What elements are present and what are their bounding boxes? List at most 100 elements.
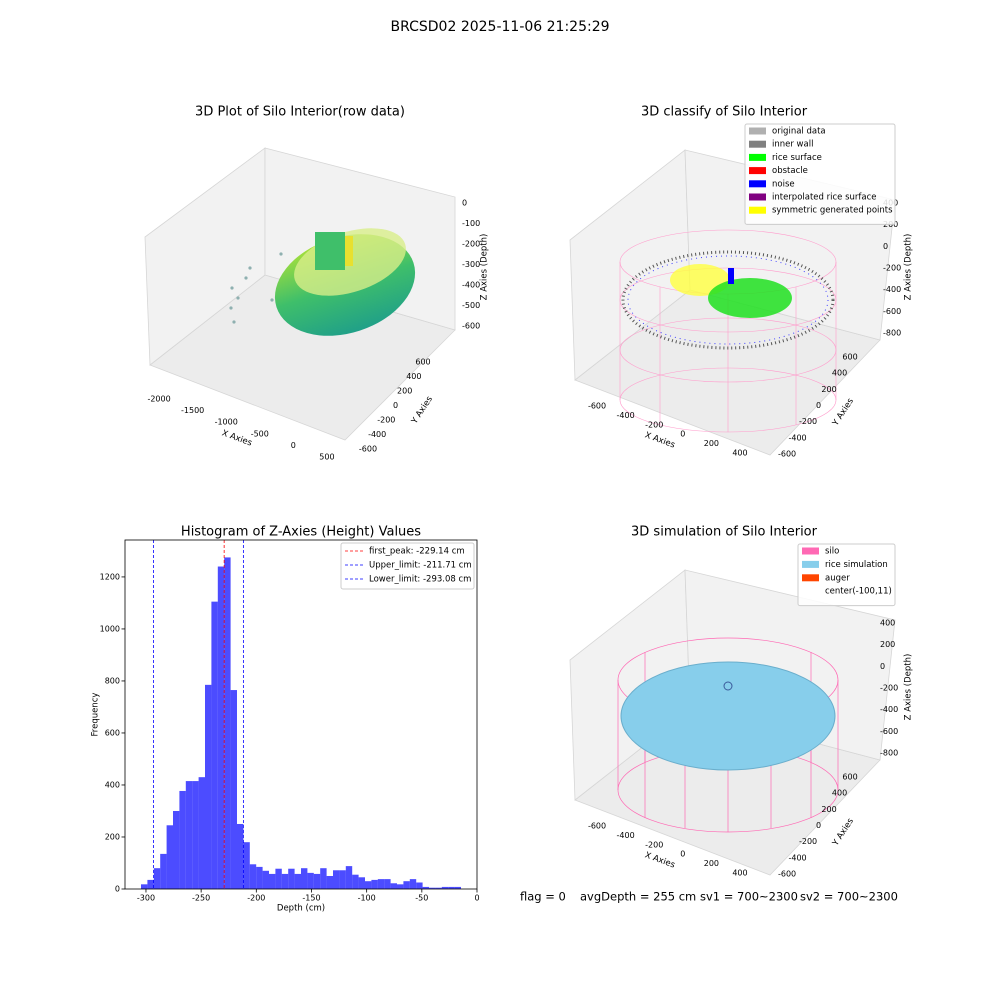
- y-tick-label: 400: [105, 780, 120, 789]
- y-tick-label: -200: [799, 837, 817, 846]
- footer-text: avgDepth = 255 cm: [580, 890, 696, 904]
- bar: [198, 777, 205, 889]
- figure-title: BRCSD02 2025-11-06 21:25:29: [390, 19, 609, 35]
- y-tick-label: -600: [359, 445, 377, 454]
- bar: [345, 866, 353, 889]
- x-tick-label: -300: [137, 894, 155, 903]
- legend-swatch: [749, 193, 766, 201]
- bar: [403, 881, 410, 889]
- x-tick-label: -500: [251, 429, 269, 438]
- bar: [205, 684, 212, 889]
- bar: [217, 566, 225, 889]
- z-tick-label: 0: [880, 662, 885, 671]
- bar: [448, 886, 455, 889]
- legend-swatch: [749, 153, 766, 161]
- legend-label: Lower_limit: -293.08 cm: [369, 575, 471, 585]
- bar: [224, 557, 231, 889]
- legend-label: noise: [772, 179, 795, 189]
- bar: [153, 868, 161, 889]
- bar: [307, 872, 314, 889]
- bar: [173, 810, 180, 889]
- z-tick-label: -600: [880, 727, 898, 736]
- x-tick-label: -400: [617, 831, 635, 840]
- legend-swatch: [802, 547, 819, 555]
- bar: [429, 887, 436, 889]
- legend-label: symmetric generated points: [772, 206, 893, 216]
- bar: [211, 601, 218, 889]
- x-tick-label: -1000: [215, 418, 238, 427]
- bar: [237, 823, 244, 889]
- silo-simulation: [617, 637, 839, 833]
- z-tick-label: -800: [880, 748, 898, 757]
- y-tick-label: 400: [406, 372, 421, 381]
- footer-text: sv1 = 700~2300: [700, 890, 798, 904]
- y-tick-label: -200: [799, 417, 817, 426]
- bar: [147, 879, 154, 889]
- bar: [313, 873, 321, 889]
- z-tick-label: -300: [462, 260, 480, 269]
- x-tick-label: -50: [415, 894, 428, 903]
- x-tick-label: -2000: [147, 394, 170, 403]
- x-tick-label: -200: [645, 420, 663, 429]
- y-tick-label: 0: [393, 401, 398, 410]
- axis-label: Y Axies: [409, 394, 435, 427]
- legend-swatch: [802, 574, 819, 582]
- plot-frame: [124, 539, 478, 890]
- axis-label: Y Axies: [830, 816, 856, 849]
- y-tick-label: 200: [821, 385, 836, 394]
- z-tick-label: -400: [880, 705, 898, 714]
- x-tick-label: 0: [680, 430, 685, 439]
- legend-swatch: [802, 560, 819, 568]
- bar: [333, 870, 340, 889]
- legend-box: [340, 542, 475, 590]
- z-tick-label: -200: [462, 240, 480, 249]
- chart-title: Histogram of Z-Axies (Height) Values: [181, 525, 421, 540]
- y-tick-label: -400: [368, 430, 386, 439]
- footer-text: sv2 = 700~2300: [800, 890, 898, 904]
- bar: [435, 887, 442, 889]
- legend-box: [797, 543, 896, 607]
- x-tick-label: 200: [704, 439, 719, 448]
- z-tick-label: -800: [883, 328, 901, 337]
- y-tick-label: 0: [816, 821, 821, 830]
- bar: [166, 825, 173, 889]
- legend-swatch: [749, 167, 766, 175]
- legend-swatch: [749, 140, 766, 148]
- legend-swatch: [749, 180, 766, 188]
- x-tick-label: -200: [247, 894, 265, 903]
- z-tick-label: 0: [462, 199, 467, 208]
- bar: [454, 886, 461, 889]
- bar: [160, 853, 167, 889]
- legend-label: silo: [825, 547, 839, 557]
- x-tick-label: 400: [732, 449, 747, 458]
- bar: [262, 870, 269, 889]
- axis-label: X Axies: [643, 430, 676, 450]
- bar: [326, 875, 333, 889]
- z-tick-label: -600: [883, 307, 901, 316]
- bar: [179, 790, 186, 889]
- axis-label: Z Axies (Depth): [904, 234, 914, 301]
- bar: [192, 781, 199, 889]
- bar: [441, 886, 449, 889]
- legend-label: original data: [772, 127, 826, 137]
- x-tick-label: -250: [192, 894, 210, 903]
- x-tick-label: -400: [617, 411, 635, 420]
- x-tick-label: -600: [588, 401, 606, 410]
- y-tick-label: 200: [105, 832, 120, 841]
- bar: [294, 873, 301, 889]
- bar: [249, 864, 257, 889]
- bar: [352, 874, 359, 889]
- z-tick-label: 200: [880, 640, 895, 649]
- y-tick-label: 200: [397, 387, 412, 396]
- legend-label: Upper_limit: -211.71 cm: [369, 561, 472, 571]
- axis-label: Z Axies (Depth): [480, 234, 490, 301]
- legend-label: auger: [825, 573, 850, 583]
- bar: [339, 870, 346, 889]
- z-tick-label: -200: [880, 683, 898, 692]
- bar: [243, 842, 250, 889]
- y-tick-label: 0: [816, 401, 821, 410]
- y-tick-label: 800: [105, 676, 120, 685]
- x-tick-label: 500: [319, 453, 334, 462]
- footer: flag = 0 avgDepth = 255 cm sv1 = 700~230…: [520, 890, 898, 904]
